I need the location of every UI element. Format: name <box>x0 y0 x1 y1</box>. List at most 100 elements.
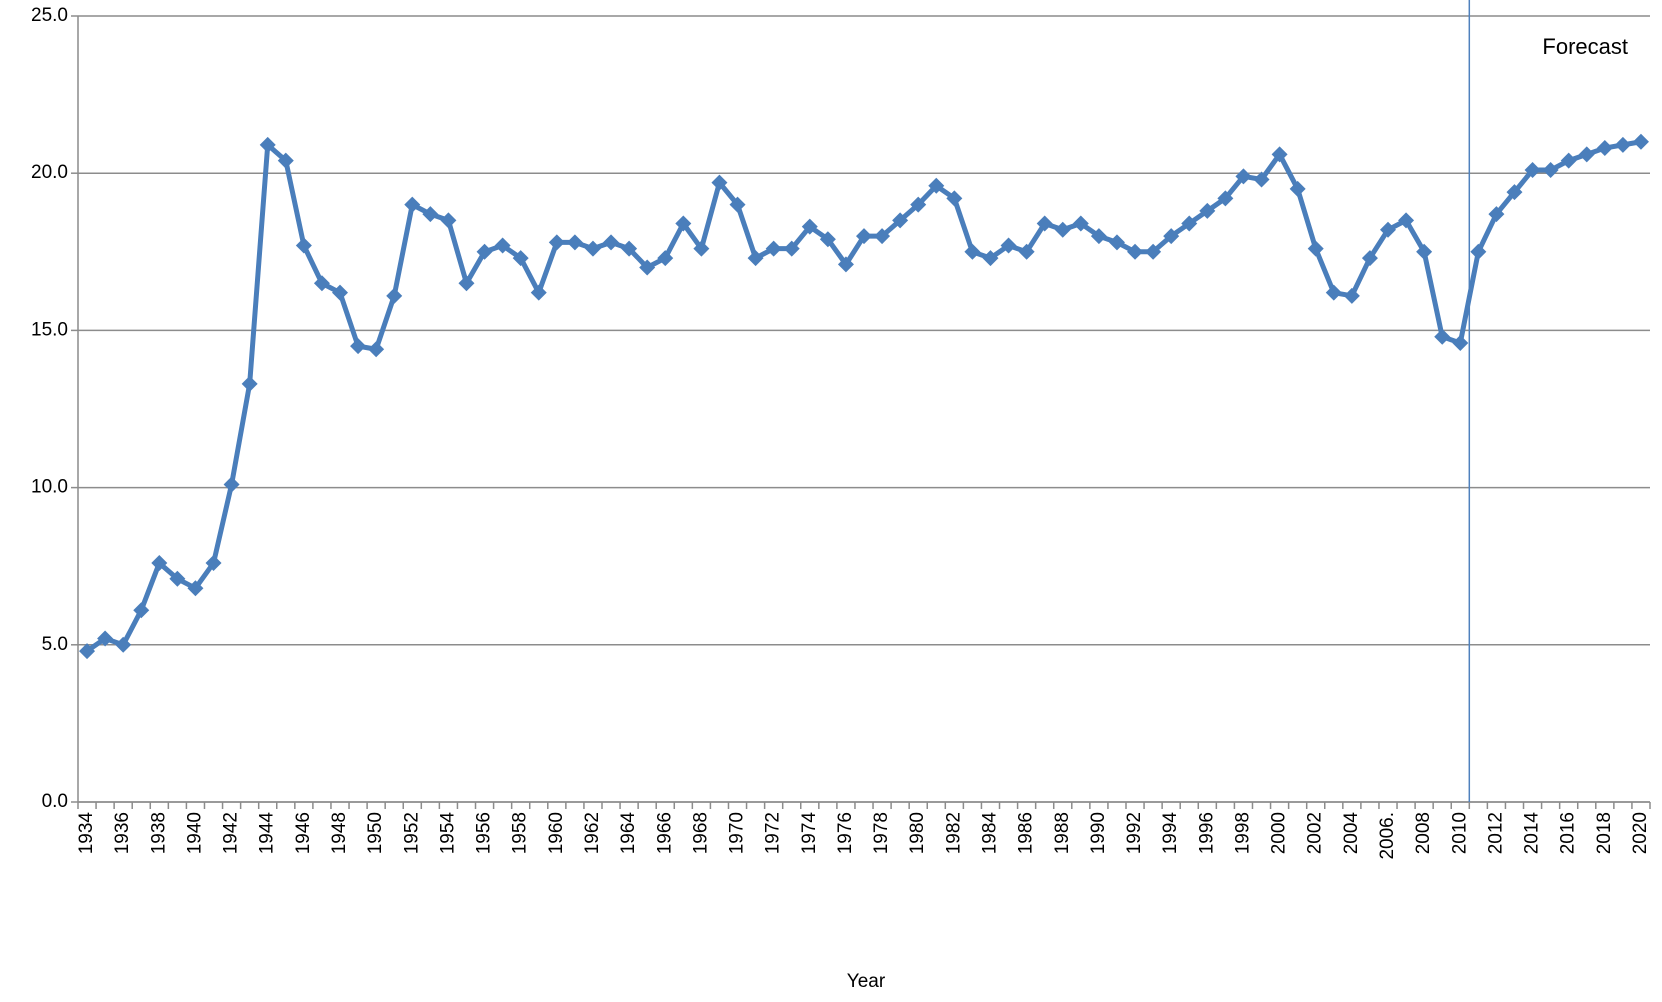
data-marker <box>783 240 800 257</box>
data-marker <box>1416 243 1433 260</box>
x-tick-label: 1984 <box>979 812 1000 855</box>
data-marker <box>530 284 547 301</box>
data-marker <box>711 174 728 191</box>
x-tick-label: 1942 <box>221 812 242 854</box>
data-marker <box>928 177 945 194</box>
data-marker <box>133 602 150 619</box>
x-tick-label: 1994 <box>1160 812 1181 855</box>
y-tick-label: 25.0 <box>31 5 68 26</box>
x-tick-label: 1960 <box>546 812 567 854</box>
x-tick-label: 2006. <box>1377 812 1398 860</box>
x-tick-label: 1972 <box>763 812 784 854</box>
data-marker <box>1000 237 1017 254</box>
data-marker <box>765 240 782 257</box>
data-marker <box>657 250 674 267</box>
x-tick-label: 1956 <box>474 812 495 854</box>
data-marker <box>1072 215 1089 232</box>
y-tick-label: 5.0 <box>42 634 68 655</box>
data-marker <box>1560 152 1577 169</box>
data-marker <box>584 240 601 257</box>
data-marker <box>295 237 312 254</box>
data-marker <box>946 190 963 207</box>
x-tick-label: 1952 <box>401 812 422 854</box>
data-marker <box>1542 162 1559 179</box>
data-marker <box>693 240 710 257</box>
data-marker <box>313 275 330 292</box>
data-marker <box>1488 206 1505 223</box>
data-marker <box>1145 243 1162 260</box>
data-marker <box>1181 215 1198 232</box>
data-marker <box>1470 243 1487 260</box>
x-tick-label: 1944 <box>257 812 278 855</box>
data-marker <box>1307 240 1324 257</box>
x-tick-label: 2008 <box>1413 812 1434 854</box>
data-marker <box>1163 228 1180 245</box>
x-tick-label: 1954 <box>437 812 458 855</box>
data-marker <box>1127 243 1144 260</box>
x-axis-title: Year <box>847 971 886 992</box>
data-marker <box>1235 168 1252 185</box>
data-marker <box>241 375 258 392</box>
data-marker <box>1506 184 1523 201</box>
data-marker <box>115 636 132 653</box>
data-marker <box>1289 180 1306 197</box>
x-tick-label: 1986 <box>1016 812 1037 854</box>
data-marker <box>874 228 891 245</box>
data-marker <box>512 250 529 267</box>
x-tick-label: 1958 <box>510 812 531 854</box>
data-marker <box>151 555 168 572</box>
x-tick-label: 1968 <box>690 812 711 854</box>
data-marker <box>458 275 475 292</box>
data-marker <box>169 570 186 587</box>
data-marker <box>1434 328 1451 345</box>
x-tick-label: 1976 <box>835 812 856 854</box>
x-tick-label: 2010 <box>1449 812 1470 854</box>
data-marker <box>1090 228 1107 245</box>
data-marker <box>1054 221 1071 238</box>
x-tick-label: 1980 <box>907 812 928 854</box>
x-tick-label: 1966 <box>654 812 675 854</box>
data-marker <box>1578 146 1595 163</box>
x-tick-label: 2020 <box>1630 812 1651 854</box>
data-marker <box>1398 212 1415 229</box>
data-marker <box>277 152 294 169</box>
x-tick-label: 1982 <box>943 812 964 854</box>
data-marker <box>350 338 367 355</box>
data-marker <box>1452 334 1469 351</box>
data-marker <box>1614 136 1631 153</box>
data-marker <box>1596 140 1613 157</box>
data-marker <box>1108 234 1125 251</box>
data-marker <box>621 240 638 257</box>
x-tick-label: 1950 <box>365 812 386 854</box>
data-marker <box>819 231 836 248</box>
x-tick-label: 1978 <box>871 812 892 854</box>
x-tick-label: 1940 <box>184 812 205 854</box>
data-marker <box>368 341 385 358</box>
x-tick-label: 1948 <box>329 812 350 854</box>
data-marker <box>1036 215 1053 232</box>
x-tick-label: 1938 <box>148 812 169 854</box>
data-marker <box>675 215 692 232</box>
data-marker <box>982 250 999 267</box>
data-marker <box>1361 250 1378 267</box>
data-marker <box>801 218 818 235</box>
data-marker <box>1343 287 1360 304</box>
x-tick-label: 2000 <box>1269 812 1290 854</box>
data-marker <box>97 630 114 647</box>
data-marker <box>892 212 909 229</box>
data-marker <box>1217 190 1234 207</box>
x-tick-label: 1962 <box>582 812 603 854</box>
forecast-label: Forecast <box>1542 34 1628 59</box>
data-marker <box>1524 162 1541 179</box>
data-marker <box>729 196 746 213</box>
x-tick-label: 1998 <box>1232 812 1253 854</box>
data-marker <box>476 243 493 260</box>
data-marker <box>223 476 240 493</box>
data-marker <box>422 206 439 223</box>
data-marker <box>603 234 620 251</box>
x-tick-label: 1964 <box>618 812 639 855</box>
data-marker <box>187 580 204 597</box>
x-tick-label: 2012 <box>1485 812 1506 854</box>
